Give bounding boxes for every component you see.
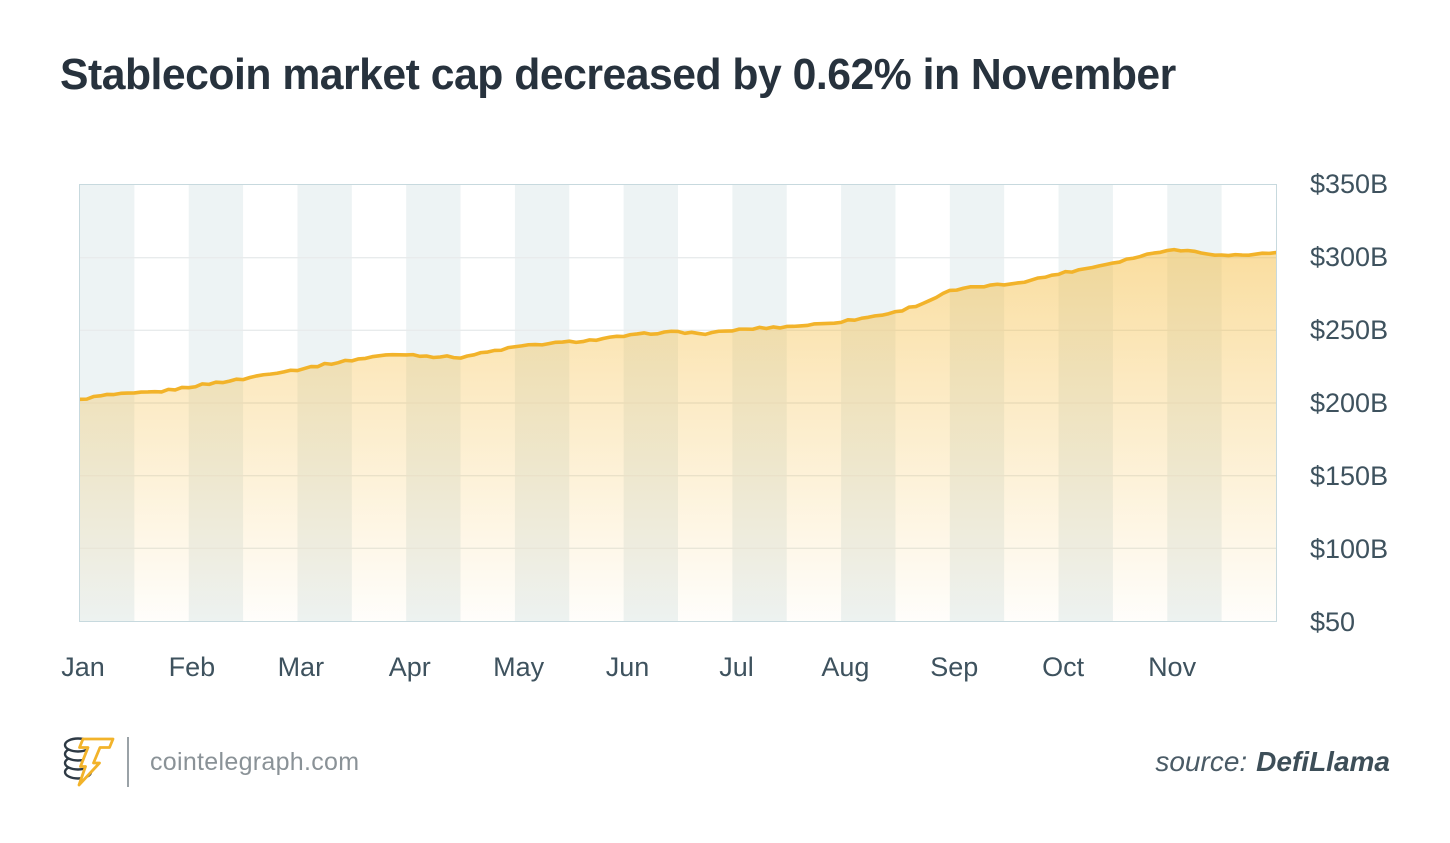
x-tick-label: Jan bbox=[61, 652, 105, 682]
site-url-text: cointelegraph.com bbox=[150, 748, 360, 776]
series-line bbox=[80, 247, 1276, 402]
page-title: Stablecoin market cap decreased by 0.62%… bbox=[60, 50, 1176, 99]
y-tick-label: $150B bbox=[1310, 461, 1389, 491]
cointelegraph-logo-icon bbox=[57, 731, 115, 794]
lightning-bolt-icon bbox=[77, 737, 115, 787]
y-tick-label: $200B bbox=[1310, 388, 1389, 418]
x-tick-label: Mar bbox=[277, 652, 325, 682]
x-tick-label: Oct bbox=[1042, 652, 1085, 682]
footer-divider bbox=[127, 737, 129, 787]
source-attribution: source: DefiLlama bbox=[1155, 746, 1390, 778]
x-tick-label: Jun bbox=[605, 652, 650, 682]
chart-plot-area bbox=[79, 184, 1277, 622]
y-tick-label: $350B bbox=[1310, 169, 1389, 199]
series-area-fill bbox=[80, 249, 1276, 621]
source-label: source: bbox=[1155, 746, 1248, 777]
y-tick-label: $50 bbox=[1310, 607, 1356, 637]
x-tick-label: Feb bbox=[168, 652, 216, 682]
x-tick-label: Jul bbox=[719, 652, 754, 682]
source-value: DefiLlama bbox=[1256, 746, 1390, 777]
x-tick-label: May bbox=[493, 652, 545, 682]
x-tick-label: Nov bbox=[1148, 652, 1197, 682]
y-tick-label: $250B bbox=[1310, 315, 1389, 345]
x-tick-label: Apr bbox=[388, 652, 431, 682]
y-tick-label: $100B bbox=[1310, 534, 1389, 564]
y-tick-label: $300B bbox=[1310, 242, 1389, 272]
stablecoin-area-chart bbox=[80, 185, 1276, 621]
x-tick-label: Sep bbox=[930, 652, 979, 682]
x-tick-label: Aug bbox=[821, 652, 870, 682]
